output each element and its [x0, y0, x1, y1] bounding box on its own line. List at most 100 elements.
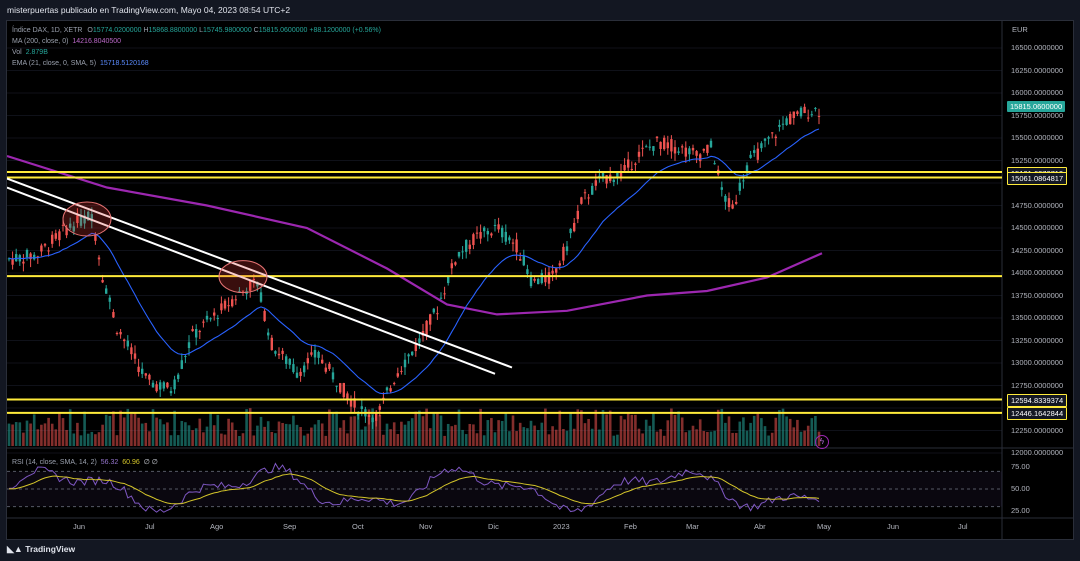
- volume-bar: [223, 434, 227, 446]
- volume-bar: [515, 431, 518, 446]
- time-axis-label: Oct: [352, 522, 364, 531]
- volume-bar: [688, 430, 691, 446]
- candle-body: [760, 143, 763, 149]
- volume-bar: [137, 417, 140, 446]
- price-tick-label: 14000.0000000: [1011, 268, 1064, 277]
- volume-bar: [400, 421, 403, 446]
- candle-body: [540, 273, 543, 284]
- volume-bar: [677, 411, 680, 446]
- candle-body: [767, 137, 770, 139]
- candle-body: [706, 144, 709, 153]
- volume-bar: [803, 430, 806, 446]
- candle-body: [645, 146, 648, 148]
- volume-bar: [522, 427, 526, 446]
- trendline-lower: [7, 186, 496, 375]
- volume-bar: [594, 409, 598, 446]
- candle-body: [339, 383, 342, 393]
- candle-body: [724, 195, 727, 202]
- rsi-tick-label: 25.00: [1011, 506, 1030, 515]
- volume-bar: [68, 409, 72, 446]
- price-tick-label: 14500.0000000: [1011, 223, 1064, 232]
- candle-body: [205, 315, 209, 320]
- chart-area[interactable]: Índice DAX, 1D, XETR O15774.0200000 H158…: [6, 20, 1074, 540]
- candle-body: [133, 353, 137, 359]
- volume-bar: [598, 429, 601, 446]
- volume-bar: [763, 426, 767, 446]
- volume-bar: [752, 415, 756, 446]
- price-chart-canvas[interactable]: [7, 21, 1073, 539]
- candle-body: [292, 364, 295, 373]
- volume-bar: [338, 427, 342, 446]
- candle-body: [43, 244, 47, 246]
- candle-body: [565, 246, 569, 252]
- volume-bar: [580, 410, 583, 446]
- candle-body: [713, 163, 716, 165]
- candle-body: [346, 393, 349, 401]
- volume-bar: [220, 433, 223, 446]
- candle-body: [238, 291, 241, 293]
- volume-bar: [713, 430, 716, 446]
- candle-body: [331, 372, 335, 380]
- candle-body: [159, 382, 162, 390]
- volume-bar: [367, 409, 371, 446]
- time-axis-label: Jun: [887, 522, 900, 531]
- touch-point-ellipse: [62, 201, 112, 237]
- volume-bar: [202, 432, 205, 446]
- rsi-ma-value: 60.96: [122, 459, 140, 466]
- volume-bar: [7, 423, 11, 446]
- candle-body: [796, 111, 799, 114]
- volume-bar: [770, 432, 774, 446]
- volume-bar: [86, 433, 90, 446]
- candle-body: [601, 171, 605, 179]
- candle-body: [123, 339, 126, 342]
- candle-body: [216, 317, 219, 319]
- lightning-icon[interactable]: ϟ: [815, 435, 829, 449]
- candle-body: [385, 387, 389, 391]
- candle-body: [335, 385, 338, 387]
- candle-body: [173, 379, 176, 390]
- volume-bar: [428, 428, 432, 446]
- candle-body: [814, 107, 817, 109]
- volume-bar: [482, 435, 486, 446]
- candle-body: [371, 417, 374, 423]
- volume-bar: [94, 434, 97, 446]
- candle-body: [461, 251, 464, 253]
- candle-body: [137, 366, 140, 372]
- volume-bar: [637, 428, 641, 446]
- candle-body: [544, 275, 547, 283]
- volume-bar: [50, 423, 54, 446]
- candle-body: [803, 106, 806, 114]
- volume-legend: Vol 2.879B: [12, 48, 48, 57]
- volume-bar: [259, 416, 263, 446]
- candle-body: [490, 233, 493, 236]
- candle-body: [79, 216, 83, 226]
- candle-body: [151, 382, 155, 388]
- candle-body: [267, 332, 270, 336]
- candle-body: [749, 154, 752, 158]
- candle-body: [259, 292, 263, 302]
- rsi-value: 56.32: [100, 459, 119, 466]
- volume-bar: [662, 435, 666, 446]
- candle-body: [569, 228, 572, 234]
- volume-bar: [331, 412, 335, 446]
- volume-bar: [299, 427, 302, 446]
- candle-body: [97, 257, 101, 260]
- volume-bar: [659, 429, 662, 446]
- candle-body: [745, 165, 749, 173]
- volume-bar: [414, 411, 418, 446]
- volume-bar: [450, 426, 454, 446]
- candle-body: [393, 383, 396, 385]
- candle-body: [54, 233, 57, 239]
- price-tick-label: 13750.0000000: [1011, 290, 1064, 300]
- candle-body: [317, 351, 320, 358]
- volume-bar: [731, 432, 734, 446]
- candle-body: [11, 258, 14, 265]
- tradingview-logo[interactable]: ◣▲ TradingView: [7, 544, 75, 555]
- volume-bar: [788, 418, 792, 446]
- volume-bar: [799, 431, 803, 446]
- candle-body: [274, 351, 277, 354]
- volume-bar: [302, 435, 306, 446]
- volume-bar: [317, 419, 320, 446]
- volume-bar: [104, 414, 108, 446]
- candle-body: [130, 347, 133, 355]
